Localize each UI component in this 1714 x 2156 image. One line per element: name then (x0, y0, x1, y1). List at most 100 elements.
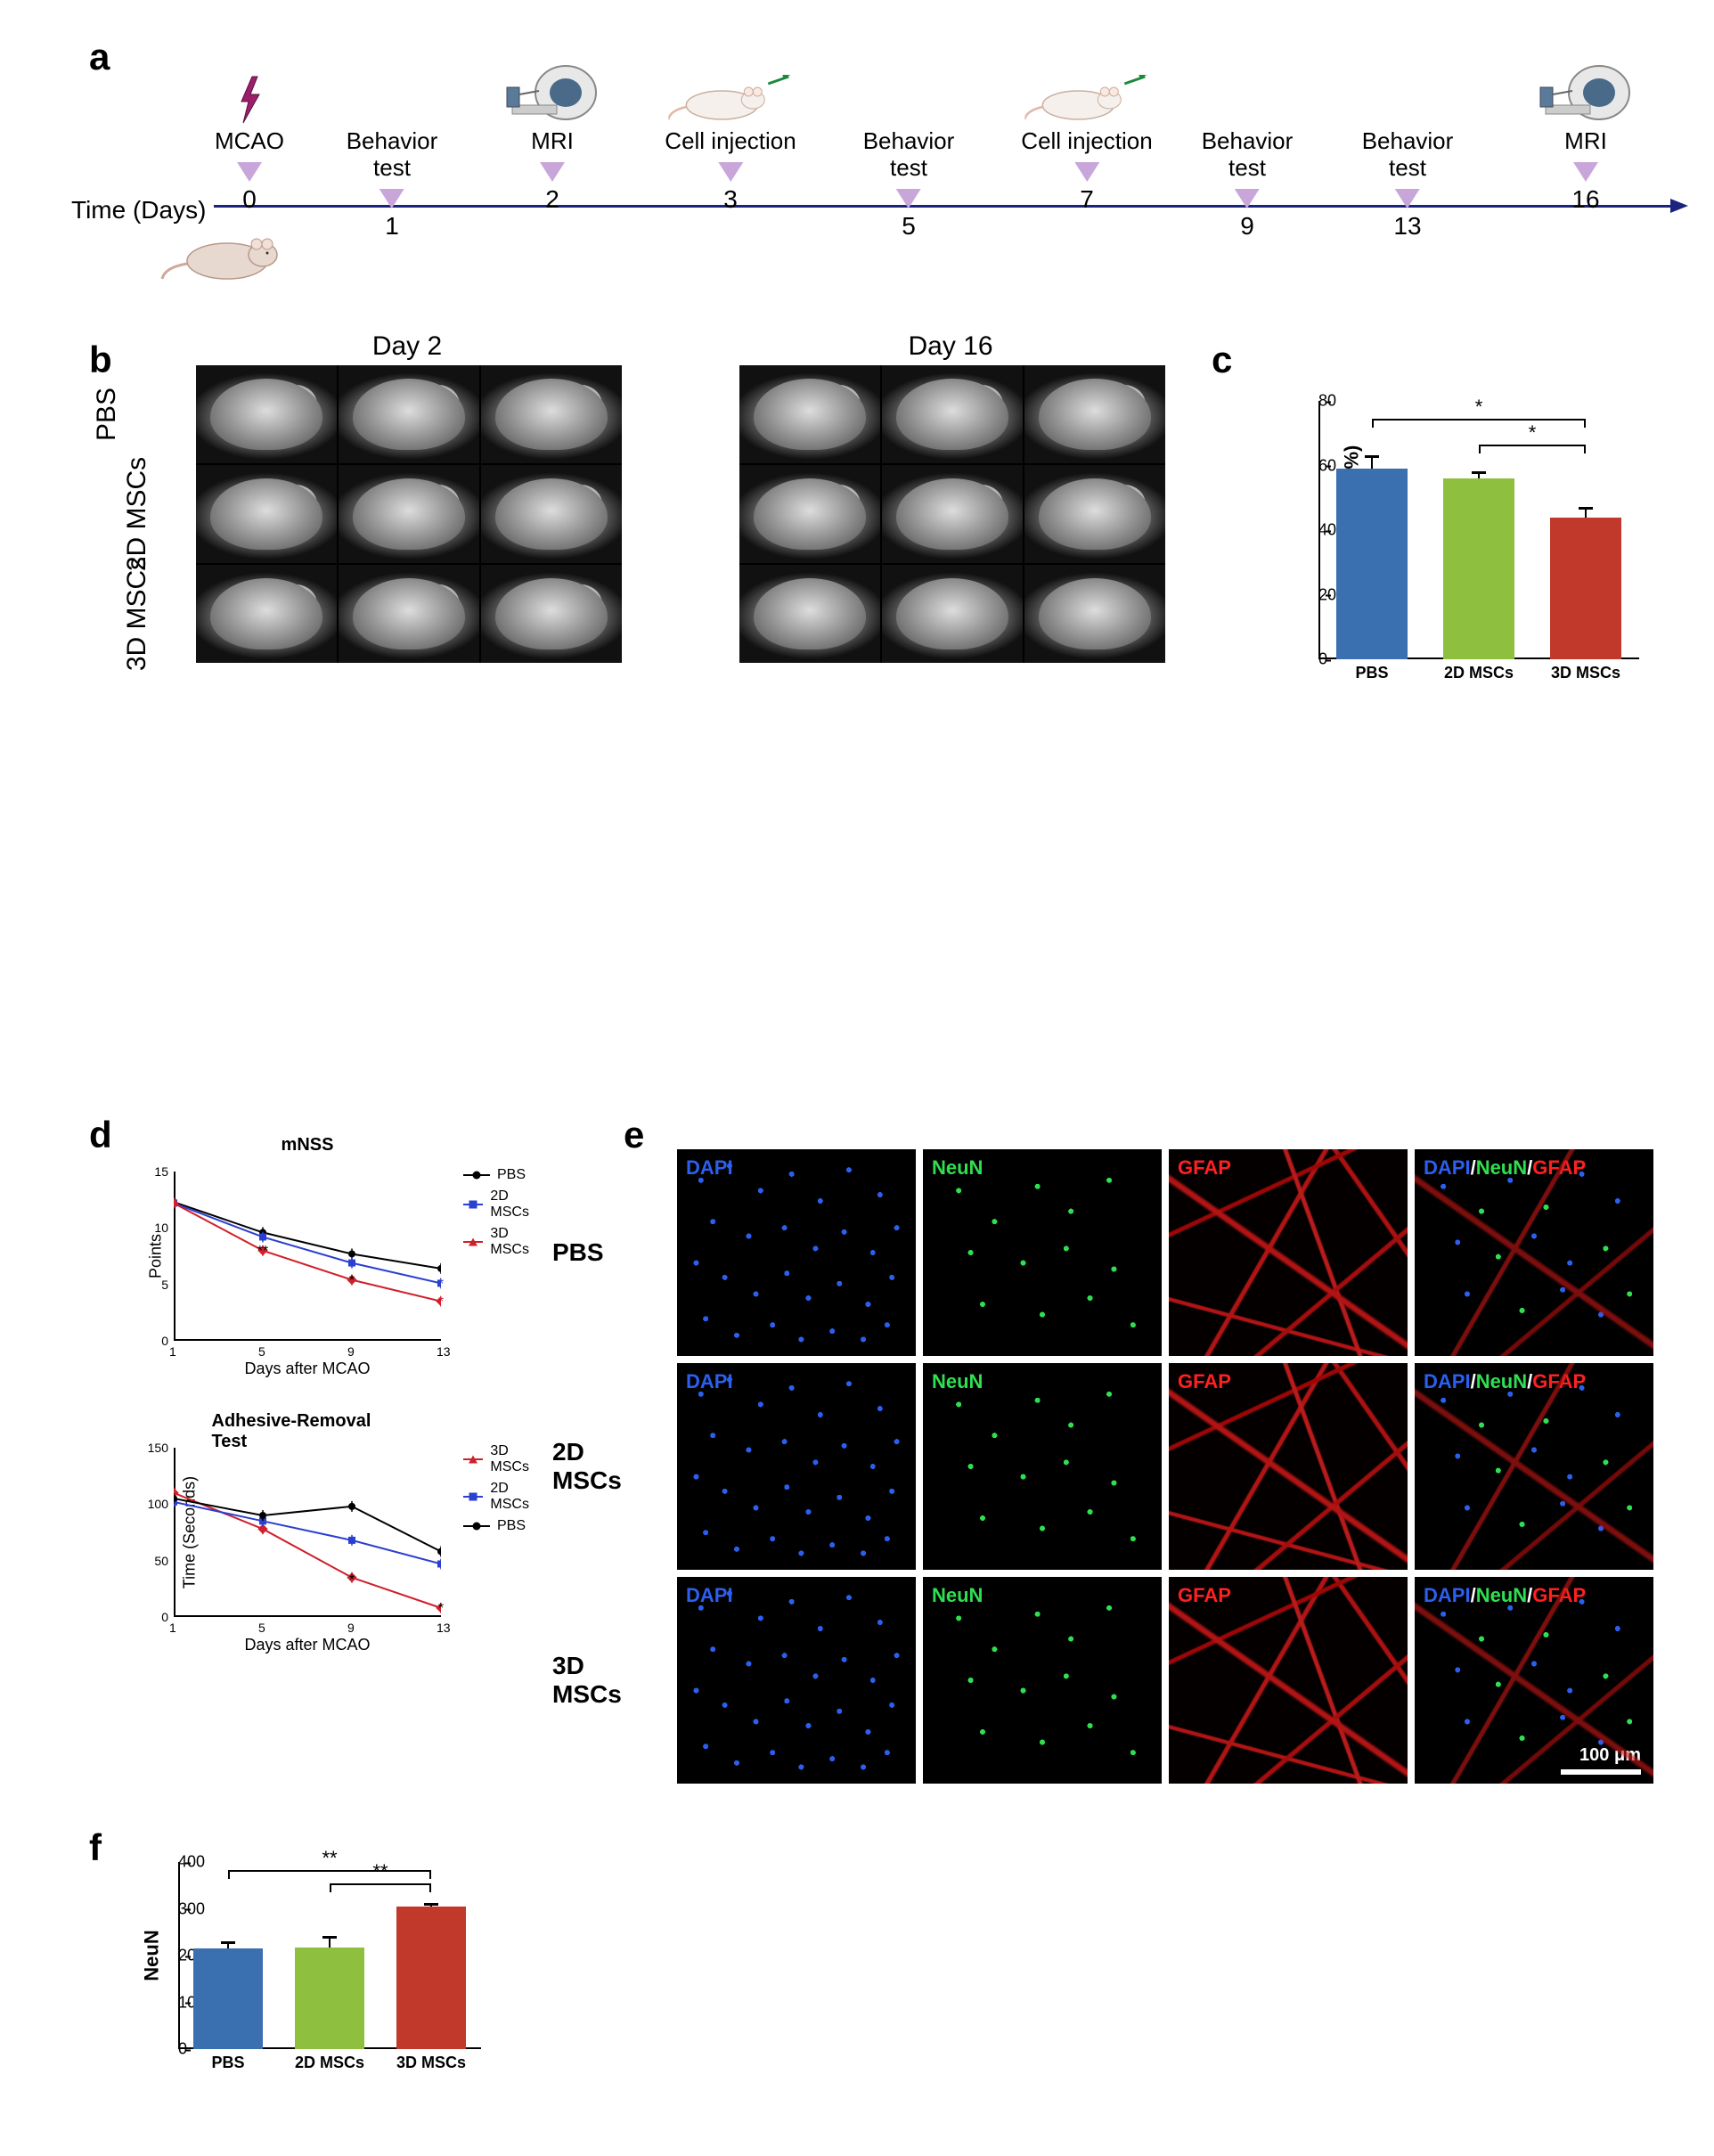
mri-row-label: 2D MSCs (122, 457, 152, 571)
timeline-event-day-13: Behavior test 13 (1362, 62, 1454, 241)
mri-row-label: 3D MSCs (122, 557, 152, 671)
channel-label: DAPI (686, 1370, 733, 1393)
x-tick: 9 (347, 1344, 355, 1359)
timeline-event-day: 16 (1537, 185, 1635, 214)
timeline-arrowhead-icon (1670, 199, 1688, 213)
mri-grid (739, 365, 1165, 663)
down-arrow-icon (1395, 189, 1420, 208)
mri-slice (196, 365, 337, 463)
x-tick: 13 (437, 1621, 451, 1635)
timeline-event-day-1: Behavior test 1 (347, 62, 438, 241)
mri-slice (739, 565, 880, 663)
channel-label: NeuN (932, 1584, 983, 1607)
fluorescence-image: DAPI/NeuN/GFAP (1415, 1149, 1653, 1356)
timeline-event-day-5: Behavior test 5 (863, 62, 955, 241)
channel-label: GFAP (1178, 1370, 1231, 1393)
legend-label: 2D MSCs (490, 1188, 535, 1221)
mri-slice (481, 465, 622, 563)
fluorescence-image: GFAP (1169, 1577, 1408, 1784)
legend: 3D MSCs2D MSCsPBS (463, 1443, 536, 1539)
legend-item: 2D MSCs (463, 1188, 536, 1221)
timeline-event-day: 2 (503, 185, 601, 214)
legend-item: 3D MSCs (463, 1226, 536, 1258)
timeline-event-day: 3 (665, 185, 796, 214)
mri-slice (339, 465, 479, 563)
fluorescence-image: DAPI/NeuN/GFAP (1415, 1363, 1653, 1570)
fluorescence-image: DAPI (677, 1149, 916, 1356)
y-tick: 100 (178, 1993, 185, 2012)
legend-label: 3D MSCs (490, 1443, 535, 1475)
y-tick: 400 (178, 1853, 185, 1872)
y-axis-label: Points (147, 1234, 166, 1278)
mri-slice (1024, 365, 1165, 463)
mri-slice (339, 365, 479, 463)
timeline-event-label: Behavior test (863, 128, 955, 182)
down-arrow-icon (540, 162, 565, 182)
mri-slice (481, 365, 622, 463)
scale-bar (1561, 1769, 1641, 1775)
chart-title: mNSS (282, 1135, 334, 1156)
timeline-event-day-9: Behavior test9 (1202, 62, 1294, 241)
mri-scanner-icon (503, 62, 601, 125)
legend: PBS 2D MSCs 3D MSCs (463, 1167, 536, 1263)
x-axis-label: Days after MCAO (244, 1360, 370, 1378)
down-arrow-icon (380, 189, 404, 208)
mri-slice (739, 365, 880, 463)
y-tick: 20 (1318, 585, 1326, 604)
y-tick: 200 (178, 1947, 185, 1965)
significance-bracket (1479, 445, 1586, 446)
mri-slice (1024, 565, 1165, 663)
y-tick: 5 (161, 1278, 168, 1292)
fluorescence-image: NeuN (923, 1577, 1162, 1784)
down-arrow-icon (1573, 162, 1598, 182)
channel-label: DAPI (686, 1156, 733, 1180)
mri-day-label: Day 2 (372, 331, 442, 362)
bar-chart: 020406080Infarct volume (%)PBS2D MSCs3D … (1247, 365, 1675, 704)
fluorescence-row-label: 2D MSCs (552, 1438, 622, 1495)
timeline-event-day-3: Cell injection3 (665, 62, 796, 214)
lightning-icon (215, 62, 284, 125)
legend-label: 2D MSCs (490, 1481, 535, 1513)
channel-label: GFAP (1178, 1156, 1231, 1180)
down-arrow-icon (1235, 189, 1260, 208)
timeline-event-day: 1 (347, 212, 438, 241)
rat-icon (160, 230, 285, 288)
timeline-event-label: MRI (1537, 128, 1635, 155)
y-tick: 15 (154, 1164, 168, 1179)
bar-chart: 0100200300400NeuNPBS2D MSCs3D MSCs**** (125, 1835, 517, 2085)
fluorescence-image: NeuN (923, 1363, 1162, 1570)
error-bar (430, 1904, 432, 1907)
mri-slice (882, 465, 1023, 563)
significance-star: * (349, 1572, 355, 1588)
y-tick: 100 (148, 1497, 168, 1511)
bar (1336, 469, 1408, 659)
significance-star: * (1529, 421, 1537, 445)
timeline-event-label: Behavior test (347, 128, 438, 182)
fluorescence-image: DAPI/NeuN/GFAP100 μm (1415, 1577, 1653, 1784)
channel-label: DAPI (686, 1584, 733, 1607)
y-tick: 60 (1318, 456, 1326, 475)
timeline-event-day: 13 (1362, 212, 1454, 241)
mri-slice (481, 565, 622, 663)
mri-slice (196, 465, 337, 563)
legend-item: PBS (463, 1167, 536, 1183)
x-tick: 5 (258, 1344, 265, 1359)
x-tick-label: 3D MSCs (1551, 664, 1620, 682)
y-tick: 10 (154, 1221, 168, 1235)
timeline-event-label: Behavior test (1362, 128, 1454, 182)
line-chart: mNSS05101515913PointsDays after MCAO****… (125, 1140, 499, 1381)
timeline-event-day: 5 (863, 212, 955, 241)
mouse-injection-icon (665, 62, 796, 125)
down-arrow-icon (896, 189, 921, 208)
line-chart: Adhesive-Removal Test05010015015913Time … (125, 1417, 499, 1657)
x-tick: 13 (437, 1344, 451, 1359)
x-axis-label: Days after MCAO (244, 1636, 370, 1654)
timeline-event-day: 9 (1202, 212, 1294, 241)
error-bar (1585, 508, 1587, 518)
legend-label: 3D MSCs (490, 1226, 535, 1258)
significance-star: * (1475, 396, 1483, 419)
significance-bracket (330, 1883, 431, 1885)
timeline-event-day: 7 (1021, 185, 1152, 214)
channel-label: NeuN (932, 1370, 983, 1393)
fluorescence-row-label: PBS (552, 1238, 604, 1267)
